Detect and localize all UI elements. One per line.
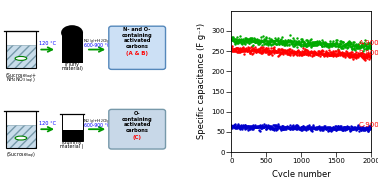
Text: (Gummy: (Gummy — [62, 140, 82, 145]
Bar — [6, 45, 36, 68]
Text: (Sucrose$_{(aq)}$+: (Sucrose$_{(aq)}$+ — [5, 72, 37, 82]
Text: B-900°C: B-900°C — [359, 50, 378, 56]
Text: material): material) — [61, 66, 83, 72]
Text: containing: containing — [122, 33, 152, 38]
Text: containing: containing — [122, 116, 152, 122]
Text: carbons: carbons — [126, 44, 149, 49]
Ellipse shape — [61, 25, 83, 40]
Bar — [6, 111, 36, 148]
Ellipse shape — [15, 56, 27, 60]
Text: material ): material ) — [60, 144, 84, 149]
Bar — [62, 114, 82, 141]
Text: 120 °C: 120 °C — [39, 41, 56, 46]
Text: 120 °C: 120 °C — [39, 121, 56, 126]
Bar — [6, 31, 36, 68]
Text: N$_{2\ (g)}$+H$_2$O$_{(g)}$: N$_{2\ (g)}$+H$_2$O$_{(g)}$ — [83, 38, 112, 46]
Text: NH$_4$NO$_{3\ (aq)}$): NH$_4$NO$_{3\ (aq)}$) — [6, 76, 36, 86]
Text: 600-900 °C: 600-900 °C — [84, 43, 110, 48]
Text: (Fluffy: (Fluffy — [65, 62, 79, 67]
Text: (A & B): (A & B) — [126, 51, 148, 56]
Text: N$_{2\ (g)}$+H$_2$O$_{(g)}$: N$_{2\ (g)}$+H$_2$O$_{(g)}$ — [83, 117, 112, 126]
Text: C-900°C: C-900°C — [359, 122, 378, 128]
Text: O-: O- — [134, 111, 141, 116]
FancyBboxPatch shape — [109, 109, 166, 149]
Text: activated: activated — [124, 122, 151, 127]
Text: 600-900 °C: 600-900 °C — [84, 123, 110, 128]
Ellipse shape — [15, 136, 27, 140]
Text: A-900°C: A-900°C — [359, 40, 378, 46]
Text: carbons: carbons — [126, 128, 149, 133]
FancyBboxPatch shape — [109, 26, 166, 69]
Y-axis label: Specific capacitance (F g⁻¹): Specific capacitance (F g⁻¹) — [197, 23, 206, 139]
Text: N- and O-: N- and O- — [124, 27, 151, 32]
Bar — [62, 33, 82, 63]
X-axis label: Cycle number: Cycle number — [272, 170, 331, 177]
Bar — [6, 125, 36, 148]
Text: (C): (C) — [133, 135, 142, 140]
Text: activated: activated — [124, 38, 151, 44]
Text: (Sucrose$_{(aq)}$): (Sucrose$_{(aq)}$) — [6, 150, 36, 161]
Bar — [62, 130, 82, 141]
